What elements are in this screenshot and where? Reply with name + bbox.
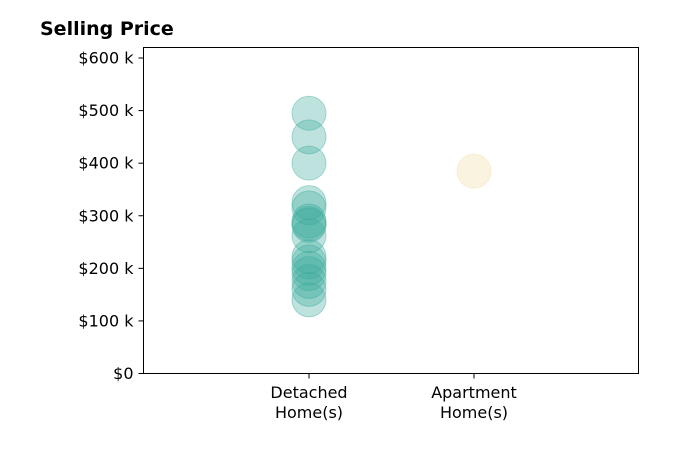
data-point (291, 185, 327, 221)
x-tick-label: Apartment (431, 383, 517, 402)
data-point (291, 145, 327, 181)
y-tick-label: $200 k (78, 259, 134, 278)
y-tick-label: $600 k (78, 49, 134, 68)
y-tick-label: $0 (113, 364, 133, 383)
x-tick-label: Home(s) (275, 403, 343, 422)
x-tick-label: Home(s) (440, 403, 508, 422)
data-point (291, 95, 327, 131)
y-tick-label: $500 k (78, 101, 134, 120)
data-point (291, 207, 327, 243)
data-point (291, 119, 327, 155)
y-axis: $0 $100 k $200 k $300 k $400 k $500 k $600 k (78, 49, 144, 383)
data-point (456, 153, 492, 189)
chart-title: Selling Price (40, 18, 174, 40)
data-points (291, 95, 492, 318)
data-point (291, 250, 327, 286)
data-point (291, 206, 327, 242)
data-point (291, 218, 327, 254)
data-point (291, 263, 327, 299)
data-point (291, 239, 327, 275)
y-tick-label: $300 k (78, 206, 134, 225)
x-tick-label: Detached (270, 383, 347, 402)
data-point (291, 203, 327, 239)
plot-area-frame (143, 47, 639, 374)
data-point (291, 256, 327, 292)
y-tick-label: $400 k (78, 154, 134, 173)
data-point (291, 271, 327, 307)
data-point (291, 190, 327, 226)
data-point (291, 282, 327, 318)
data-point (291, 244, 327, 280)
y-tick-label: $100 k (78, 311, 134, 330)
